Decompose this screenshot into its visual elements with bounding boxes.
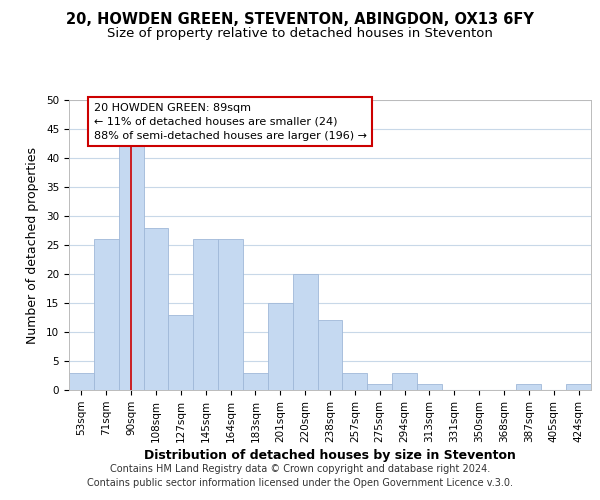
Text: Size of property relative to detached houses in Steventon: Size of property relative to detached ho… [107, 28, 493, 40]
Bar [69, 372, 94, 390]
Bar [218, 239, 243, 390]
Bar [566, 384, 591, 390]
Bar [417, 384, 442, 390]
Bar [317, 320, 343, 390]
Text: 20, HOWDEN GREEN, STEVENTON, ABINGDON, OX13 6FY: 20, HOWDEN GREEN, STEVENTON, ABINGDON, O… [66, 12, 534, 28]
Bar [517, 384, 541, 390]
Bar [367, 384, 392, 390]
Bar [293, 274, 317, 390]
Bar [193, 239, 218, 390]
Bar [268, 303, 293, 390]
Bar [343, 372, 367, 390]
Text: 20 HOWDEN GREEN: 89sqm
← 11% of detached houses are smaller (24)
88% of semi-det: 20 HOWDEN GREEN: 89sqm ← 11% of detached… [94, 103, 367, 141]
Y-axis label: Number of detached properties: Number of detached properties [26, 146, 39, 344]
Bar [94, 239, 119, 390]
Text: Contains HM Land Registry data © Crown copyright and database right 2024.
Contai: Contains HM Land Registry data © Crown c… [87, 464, 513, 487]
Bar [119, 146, 143, 390]
Bar [169, 314, 193, 390]
X-axis label: Distribution of detached houses by size in Steventon: Distribution of detached houses by size … [144, 449, 516, 462]
Bar [143, 228, 169, 390]
Bar [392, 372, 417, 390]
Bar [243, 372, 268, 390]
